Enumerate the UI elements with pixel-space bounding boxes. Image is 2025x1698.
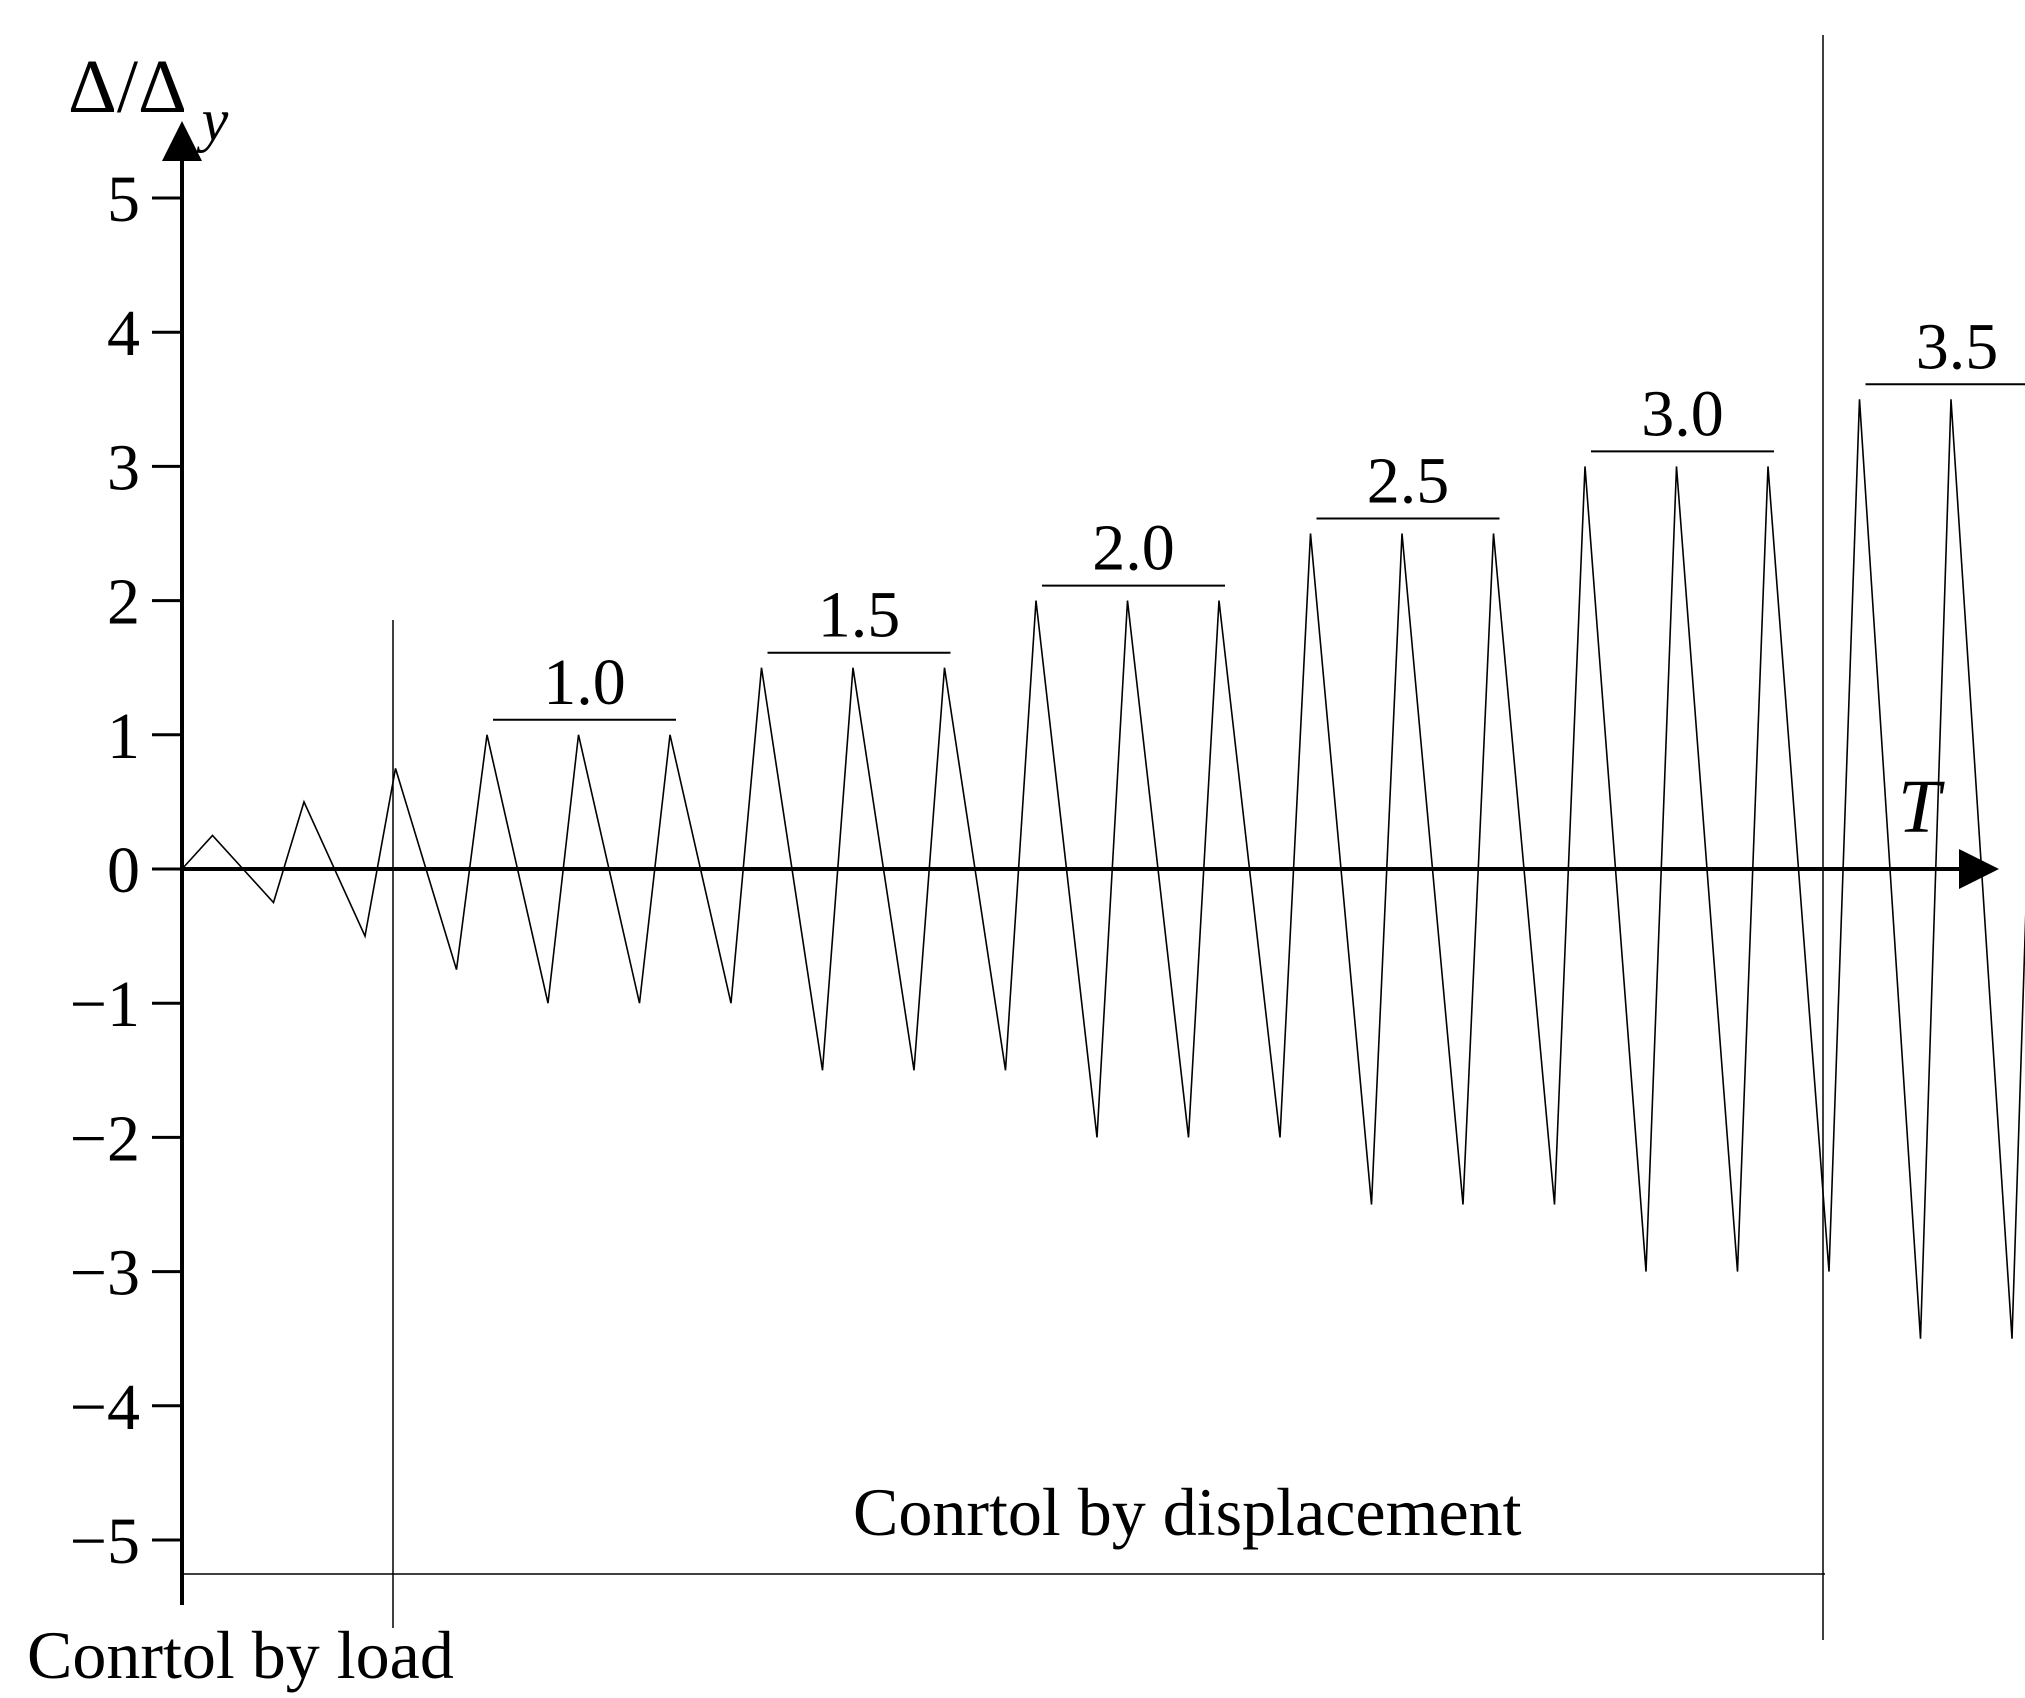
amplitude-label: 2.0 [1092,512,1175,585]
y-tick-label: 0 [107,834,140,907]
displacement-history-line [181,399,2025,1339]
y-tick-label: −3 [70,1237,140,1310]
boundary-lines [182,35,1825,1640]
x-axis-title: T [1898,765,1945,849]
y-tick-label: −1 [70,968,140,1041]
y-tick-label: −2 [70,1102,140,1175]
load-control-label: Conrtol by load [27,1617,454,1693]
amplitude-labels: 1.01.52.02.53.03.54.04.5 [493,310,2025,721]
y-tick-label: 2 [107,566,140,639]
y-ticks: 5 4 3 2 1 0 −1 −2 −3 −4 −5 [70,163,182,1578]
amplitude-label: 1.0 [543,646,626,719]
y-tick-label: 5 [107,163,140,236]
amplitude-label: 3.5 [1916,310,1999,383]
y-axis-title: Δ/Δ y [68,45,229,153]
axes [162,121,1999,1605]
y-tick-label: 4 [107,297,140,370]
y-tick-label: −4 [70,1371,140,1444]
amplitude-label: 2.5 [1367,445,1450,518]
y-tick-label: 1 [107,700,140,773]
y-axis-title-subscript: y [196,87,229,153]
amplitude-label: 3.0 [1641,377,1724,450]
y-tick-label: −5 [70,1505,140,1578]
amplitude-label: 1.5 [818,579,901,652]
y-tick-label: 3 [107,431,140,504]
displacement-control-label: Conrtol by displacement [853,1474,1522,1550]
y-axis-title-main: Δ/Δ [68,45,185,129]
